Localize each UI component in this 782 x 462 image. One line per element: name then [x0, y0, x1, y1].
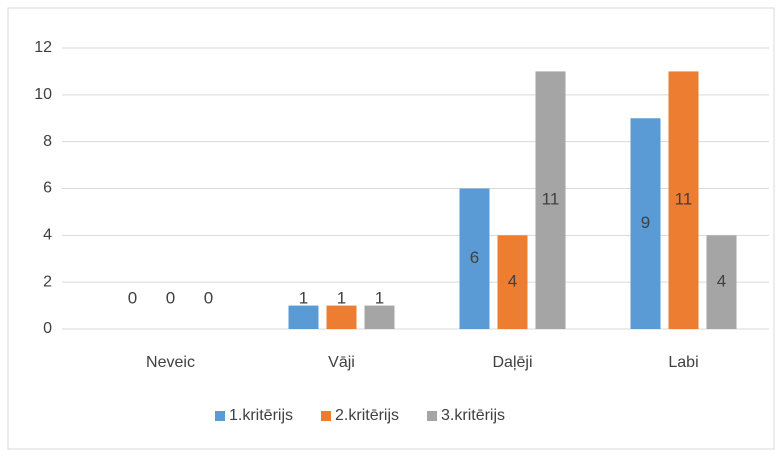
- legend-swatch: [427, 411, 438, 421]
- y-tick-label: 10: [34, 86, 52, 103]
- y-tick-label: 0: [43, 320, 52, 337]
- y-tick-label: 2: [43, 273, 52, 290]
- bar: [497, 235, 528, 329]
- bar: [459, 188, 490, 329]
- y-tick-label: 6: [43, 180, 52, 197]
- bar: [326, 305, 357, 329]
- x-tick-label: Daļēji: [492, 354, 532, 371]
- legend-label: 2.kritērijs: [335, 407, 399, 424]
- data-label: 11: [675, 190, 693, 209]
- x-tick-label: Neveic: [146, 354, 195, 371]
- data-label: 0: [128, 288, 137, 307]
- legend-label: 1.kritērijs: [229, 407, 293, 424]
- x-tick-label: Labi: [668, 354, 698, 371]
- bar: [668, 71, 699, 330]
- bar: [630, 118, 661, 329]
- y-tick-label: 8: [43, 133, 52, 150]
- legend-label: 3.kritērijs: [441, 407, 505, 424]
- data-label: 4: [508, 272, 517, 291]
- bar: [364, 305, 395, 329]
- data-label: 0: [166, 288, 175, 307]
- legend-swatch: [215, 411, 225, 421]
- data-label: 11: [542, 190, 560, 209]
- y-tick-label: 12: [34, 39, 52, 56]
- data-label: 1: [375, 288, 384, 307]
- data-label: 1: [337, 288, 346, 307]
- bar: [706, 235, 737, 329]
- x-tick-label: Vāji: [328, 354, 355, 371]
- bar: [288, 305, 319, 329]
- data-label: 0: [204, 288, 213, 307]
- data-label: 6: [470, 248, 479, 267]
- data-label: 9: [641, 213, 650, 232]
- data-label: 1: [299, 288, 308, 307]
- bar: [535, 71, 566, 330]
- legend-swatch: [321, 411, 332, 421]
- y-tick-label: 4: [43, 227, 52, 244]
- data-label: 4: [717, 272, 726, 291]
